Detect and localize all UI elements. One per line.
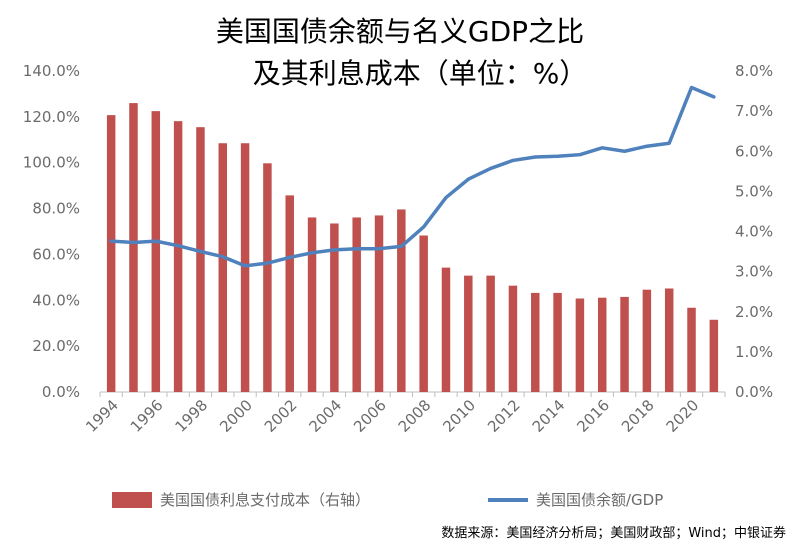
legend-item-line: 美国国债余额/GDP	[488, 489, 663, 510]
interest-cost-bar	[285, 195, 294, 392]
x-axis-tick-label: 1998	[172, 396, 212, 436]
legend-bar-label: 美国国债利息支付成本（右轴）	[160, 491, 371, 509]
x-axis-tick-label: 2002	[261, 396, 301, 436]
left-axis-tick-label: 140.0%	[23, 62, 80, 80]
legend-bar-swatch	[112, 491, 152, 508]
x-axis-tick-label: 2000	[216, 396, 256, 436]
x-axis-tick-label: 1994	[82, 396, 122, 436]
left-axis-tick-label: 40.0%	[32, 291, 80, 309]
interest-cost-bar	[642, 289, 652, 392]
x-axis-tick-label: 2014	[529, 396, 569, 436]
left-axis-tick-label: 100.0%	[23, 154, 80, 172]
x-axis-tick-label: 2016	[573, 396, 613, 436]
interest-cost-bar	[531, 292, 540, 392]
right-axis-tick-label: 4.0%	[735, 223, 773, 241]
interest-cost-bar	[597, 297, 607, 392]
interest-cost-bar	[464, 275, 473, 392]
interest-cost-bar	[263, 163, 272, 392]
interest-cost-bar	[709, 319, 719, 392]
interest-cost-bar	[687, 307, 696, 392]
x-axis-tick-label: 2018	[618, 396, 658, 436]
legend-item-bar: 美国国债利息支付成本（右轴）	[112, 489, 370, 510]
interest-cost-bar	[620, 296, 629, 392]
interest-cost-bar	[196, 127, 205, 393]
interest-cost-bar	[419, 235, 428, 392]
interest-cost-bar	[508, 285, 518, 392]
interest-cost-bar	[486, 275, 495, 392]
right-axis-tick-label: 7.0%	[735, 102, 773, 120]
right-axis-tick-label: 3.0%	[735, 263, 773, 281]
legend-line-swatch	[488, 497, 528, 502]
right-axis-tick-label: 8.0%	[735, 62, 773, 80]
right-axis-tick-label: 6.0%	[735, 142, 773, 160]
right-axis-tick-label: 5.0%	[735, 182, 773, 200]
right-axis-tick-label: 2.0%	[735, 303, 773, 321]
interest-cost-bar	[330, 223, 339, 392]
chart-title-line2: 及其利息成本（单位：%）	[252, 57, 588, 90]
x-axis-tick-label: 2004	[305, 396, 345, 436]
interest-cost-bar	[129, 103, 138, 392]
left-axis-tick-label: 20.0%	[32, 337, 80, 355]
x-axis-tick-label: 2020	[663, 396, 703, 436]
interest-cost-bar	[106, 115, 116, 392]
interest-cost-bar	[173, 121, 183, 392]
x-axis-tick-label: 2006	[350, 396, 390, 436]
interest-cost-bar	[575, 298, 585, 392]
interest-cost-bar	[441, 267, 451, 392]
interest-cost-bar	[397, 209, 406, 392]
interest-cost-bar	[352, 217, 361, 392]
left-axis-tick-label: 0.0%	[42, 383, 80, 401]
interest-cost-bar	[307, 217, 317, 392]
legend-line-label: 美国国债余额/GDP	[536, 491, 664, 509]
right-axis-tick-label: 1.0%	[735, 343, 773, 361]
interest-cost-bar	[553, 292, 562, 392]
left-axis-tick-label: 60.0%	[32, 245, 80, 263]
chart-title-line1: 美国国债余额与名义GDP之比	[215, 15, 585, 48]
interest-cost-bar	[374, 215, 384, 392]
x-axis-tick-label: 2008	[395, 396, 435, 436]
debt-to-gdp-line	[109, 85, 716, 268]
x-axis-tick-label: 2012	[484, 396, 524, 436]
left-axis-tick-label: 120.0%	[23, 108, 80, 126]
right-axis-tick-label: 0.0%	[735, 383, 773, 401]
data-source-note: 数据来源：美国经济分析局；美国财政部；Wind；中银证券	[441, 526, 786, 541]
interest-cost-bar	[218, 143, 228, 392]
interest-cost-bar	[664, 288, 674, 392]
x-axis-tick-label: 2010	[439, 396, 479, 436]
left-axis-tick-label: 80.0%	[32, 200, 80, 218]
x-axis-tick-label: 1996	[127, 396, 167, 436]
interest-cost-bar	[151, 111, 161, 392]
